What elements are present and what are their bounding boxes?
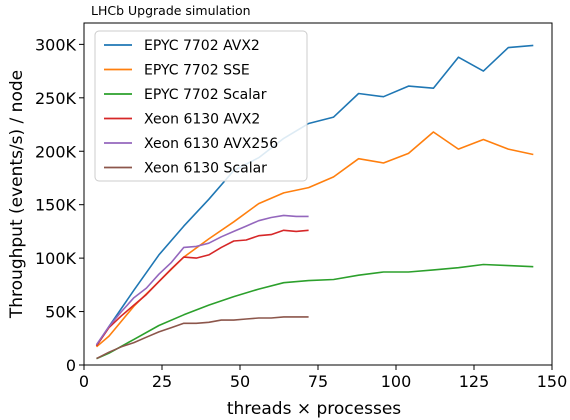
y-tick-label: 100K — [35, 249, 77, 268]
chart-title: LHCb Upgrade simulation — [91, 3, 251, 18]
y-tick-label: 200K — [35, 142, 77, 161]
x-tick-label: 75 — [308, 372, 328, 391]
series-line-4 — [95, 229, 309, 347]
series-line-1 — [95, 44, 534, 347]
x-tick-label: 150 — [537, 372, 568, 391]
y-tick-label: 150K — [35, 196, 77, 215]
x-tick-label: 50 — [230, 372, 250, 391]
legend-box — [94, 30, 308, 182]
legend-label: EPYC 7702 AVX2 — [144, 38, 260, 54]
legend-label: EPYC 7702 SSE — [144, 63, 250, 79]
plot-area-frame — [83, 22, 553, 366]
y-axis-label: Throughput (events/s) / node — [7, 70, 27, 319]
legend-label: Xeon 6130 Scalar — [144, 161, 267, 177]
legend-label: Xeon 6130 AVX2 — [144, 112, 260, 128]
x-tick-label: 125 — [459, 372, 490, 391]
x-tick-label: 0 — [79, 372, 89, 391]
legend: EPYC 7702 AVX2 EPYC 7702 SSE EPYC 7702 Sca… — [94, 30, 308, 182]
legend-label: EPYC 7702 Scalar — [144, 87, 267, 103]
x-tick-label: 25 — [152, 372, 172, 391]
y-tick-label: 300K — [35, 35, 77, 54]
x-ticks: 0 25 50 75 100 125 150 — [79, 365, 567, 391]
series-line-3 — [96, 263, 534, 360]
y-tick-label: 0 — [66, 356, 76, 375]
legend-label: Xeon 6130 AVX256 — [144, 136, 278, 152]
y-ticks: 0 50K 100K 150K 200K 250K 300K — [35, 35, 84, 375]
series-layer — [95, 44, 534, 360]
y-tick-label: 50K — [45, 303, 76, 322]
x-axis-label: threads × processes — [227, 399, 401, 419]
y-tick-label: 250K — [35, 89, 77, 108]
series-line-5 — [95, 214, 309, 346]
series-line-6 — [96, 316, 309, 360]
x-tick-label: 100 — [381, 372, 412, 391]
